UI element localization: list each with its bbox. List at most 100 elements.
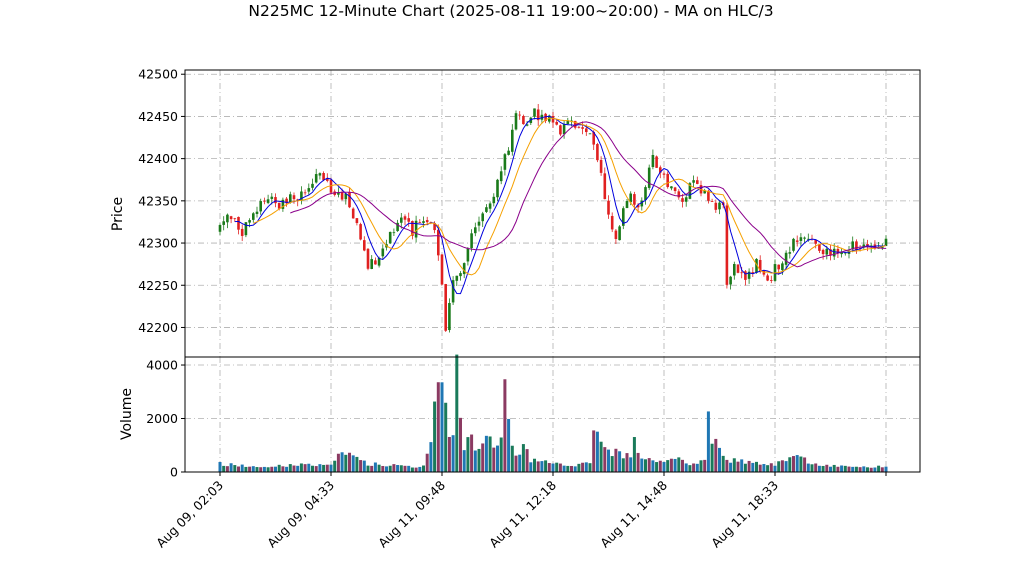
volume-bar [381,465,385,472]
price-axis: 42200 42250 42300 42350 42400 42450 42500 [138,67,185,335]
candle-body [522,116,525,125]
volume-bar [355,456,359,472]
volume-bar [281,466,285,472]
candle-body [355,218,359,224]
volume-bar [621,458,625,472]
volume-bar [777,461,781,472]
candle-body [536,109,540,121]
volume-bar [858,467,862,472]
volume-bar [747,460,751,472]
candle-body [744,271,747,280]
volume-bar [410,467,414,472]
volume-bar [647,458,651,472]
volume-bar [721,455,725,472]
volume-bar [762,464,766,472]
candle-body [514,113,518,130]
volume-bar [388,465,392,472]
candle-body [747,271,751,279]
volume-bar [769,463,773,472]
volume-bar [758,464,762,472]
volume-bar [566,465,570,472]
candle-body [444,284,447,331]
volume-bar [625,453,629,472]
time-axis: Aug 09, 02:03 Aug 09, 04:33 Aug 11, 09:48 A… [153,472,887,551]
candle-body [729,276,732,285]
volume-bar [784,461,788,472]
volume-axis: 0 2000 4000 [146,358,185,480]
candle-body [844,252,847,254]
volume-bar [829,466,832,472]
volume-bar [662,462,666,472]
volume-bar [558,463,562,472]
volume-bar [507,418,511,472]
candle-body [322,172,325,181]
volume-bar [451,435,455,472]
moving-average-line [290,121,887,268]
time-tick-label: Aug 11, 09:48 [375,477,448,550]
candle-body [655,156,658,168]
volume-bar [296,465,300,472]
volume-bar [533,458,536,472]
price-tick-label: 42200 [138,320,178,335]
price-axis-label: Price [110,197,126,231]
volume-bar [418,466,422,472]
candle-body [884,238,888,246]
candle-body [592,131,595,145]
volume-bar [825,464,829,472]
candle-body [252,213,255,220]
candle-body [758,259,762,272]
candle-body [411,221,414,236]
candle-body [718,202,721,210]
candle-body [492,196,496,204]
volume-bar [373,462,377,472]
candle-body [792,238,795,251]
candle-body [226,214,229,223]
volume-bar [666,460,670,472]
volume-bar [529,462,533,472]
volume-bar [714,438,718,472]
volume-bar [877,465,881,472]
candle-body [381,248,385,257]
candle-body [573,120,577,128]
volume-bar [629,457,633,472]
volume-bar [218,462,222,472]
candle-body [507,150,510,155]
candle-body [503,154,507,170]
volume-bar [466,437,470,472]
candle-body [599,159,603,173]
volume-bar [436,382,440,472]
volume-bar [248,466,252,472]
volume-bar [636,452,640,472]
candle-body [481,213,484,222]
volume-bar [307,463,311,472]
volume-bar [311,465,314,472]
candle-body [640,200,644,207]
candle-body [529,117,533,124]
volume-bar [399,465,403,472]
volume-bar [366,465,370,472]
volume-bar [821,465,825,472]
volume-bar [492,447,496,472]
candle-body [692,180,695,183]
candle-body [418,222,422,223]
candle-body [807,238,810,240]
candle-body [477,221,481,226]
candle-body [229,216,233,220]
volume-grid [185,357,920,473]
volume-bar [488,436,492,472]
candle-body [788,252,792,254]
candle-body [414,220,418,238]
volume-bar [651,460,655,472]
candle-body [496,179,499,198]
volume-bar [477,448,481,472]
volume-bar [455,354,459,472]
candle-body [710,201,714,202]
candle-body [518,114,521,116]
candle-body [818,244,821,251]
candle-body [485,207,488,212]
volume-bar [832,464,836,472]
candle-body [311,183,314,188]
candle-body [618,226,621,241]
candle-body [440,254,444,285]
